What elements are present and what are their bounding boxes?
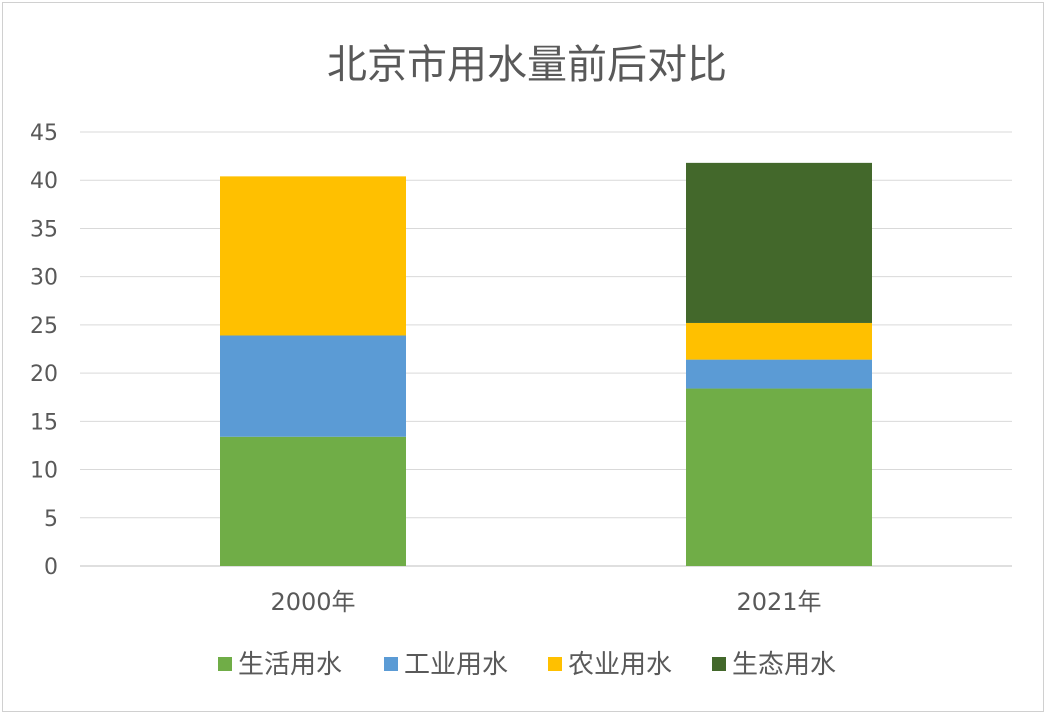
bar-segment <box>220 176 406 336</box>
y-tick-label: 0 <box>44 555 58 580</box>
legend-swatch <box>712 657 726 671</box>
bars <box>220 162 872 566</box>
chart-title: 北京市用水量前后对比 <box>327 42 727 88</box>
legend-label: 农业用水 <box>568 650 672 680</box>
y-tick-label: 10 <box>30 459 58 484</box>
bar-segment <box>220 436 406 566</box>
y-tick-label: 30 <box>30 266 58 291</box>
y-tick-label: 40 <box>30 169 58 194</box>
legend: 生活用水 工业用水 农业用水 生态用水 <box>218 650 836 680</box>
legend-label: 生态用水 <box>732 650 836 680</box>
bar-segment <box>686 359 872 389</box>
bar-segment <box>220 335 406 437</box>
y-tick-label: 5 <box>44 507 58 532</box>
y-tick-label: 35 <box>30 217 58 242</box>
bar-segment <box>686 162 872 323</box>
y-tick-label: 25 <box>30 314 58 339</box>
legend-swatch <box>384 657 398 671</box>
y-axis: 0 5 10 15 20 25 30 35 40 45 <box>30 121 58 580</box>
y-tick-label: 20 <box>30 362 58 387</box>
y-tick-label: 45 <box>30 121 58 146</box>
y-tick-label: 15 <box>30 410 58 435</box>
x-category-label: 2021年 <box>736 588 821 616</box>
x-category-label: 2000年 <box>270 588 355 616</box>
gridlines <box>80 131 1012 567</box>
bar-segment <box>686 322 872 360</box>
legend-swatch <box>218 657 232 671</box>
legend-swatch <box>548 657 562 671</box>
bar-segment <box>686 388 872 566</box>
legend-label: 工业用水 <box>404 650 508 680</box>
legend-label: 生活用水 <box>238 650 342 680</box>
x-axis: 2000年 2021年 <box>270 588 821 616</box>
